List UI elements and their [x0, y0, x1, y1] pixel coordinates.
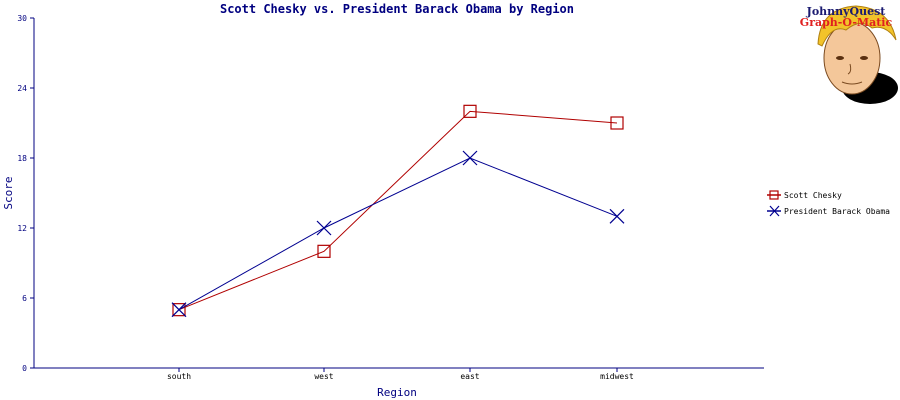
series-layer [171, 104, 625, 318]
chart-title: Scott Chesky vs. President Barack Obama … [220, 2, 574, 16]
y-ticks: 0 6 12 18 24 30 [17, 14, 34, 373]
x-tick-label: midwest [600, 372, 634, 381]
series-0 [172, 104, 624, 317]
data-point [172, 303, 186, 317]
data-point [171, 302, 187, 318]
logo-line1: JohnnyQuest [806, 5, 887, 18]
y-tick-label: 6 [22, 294, 27, 303]
logo-line2: Graph-O-Matic [800, 16, 893, 29]
legend-marker [769, 205, 780, 217]
x-tick-label: east [460, 372, 479, 381]
data-point [462, 150, 478, 166]
legend-item: President Barack Obama [767, 205, 890, 217]
x-tick-label: south [167, 372, 191, 381]
y-tick-label: 24 [17, 84, 27, 93]
data-point [463, 104, 477, 118]
data-point [610, 116, 624, 130]
cartoon-boy-face-icon [817, 5, 898, 104]
series-1 [171, 150, 625, 318]
series-line [178, 110, 618, 311]
y-axis-label: Score [2, 176, 15, 209]
legend-item: Scott Chesky [767, 190, 842, 200]
legend-marker [769, 190, 779, 200]
y-tick-label: 0 [22, 364, 27, 373]
data-point [609, 208, 625, 224]
x-axis-label: Region [377, 386, 417, 399]
data-point [316, 220, 332, 236]
series-line [178, 157, 618, 311]
legend: Scott Chesky President Barack Obama [767, 190, 890, 217]
y-tick-label: 18 [17, 154, 27, 163]
logo: JohnnyQuest Graph-O-Matic [800, 5, 898, 104]
y-tick-label: 12 [17, 224, 27, 233]
x-ticks: south west east midwest [167, 368, 634, 381]
legend-label: Scott Chesky [784, 191, 842, 200]
x-tick-label: west [314, 372, 333, 381]
y-tick-label: 30 [17, 14, 27, 23]
data-point [317, 244, 331, 258]
legend-label: President Barack Obama [784, 207, 890, 216]
